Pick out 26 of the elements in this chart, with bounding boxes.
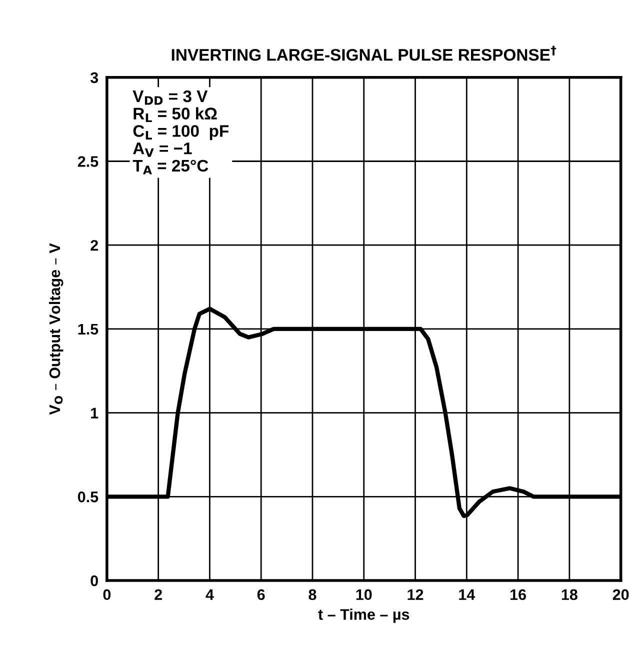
x-axis-title: t – Time – µs: [318, 608, 410, 623]
x-tick-label: 0: [103, 589, 111, 600]
x-tick-label: 20: [612, 589, 629, 600]
annotation: C$_{L}$ = 100 pF: [133, 125, 229, 140]
y-tick-label: 2.5: [78, 156, 98, 167]
x-tick-label: 4: [206, 589, 214, 600]
y-axis-title: V$_{O}$ – Output Voltage – V: [48, 243, 64, 415]
y-tick-label: 0.5: [78, 492, 98, 502]
x-tick-label: 14: [459, 589, 476, 600]
annotation: T$_{A}$ = 25°C: [132, 160, 208, 174]
y-tick-label: 1: [91, 408, 98, 418]
annotation: R$_{L}$ = 50 kΩ: [134, 107, 217, 122]
chart-title: INVERTING LARGE-SIGNAL PULSE RESPONSE$^{†}$: [172, 46, 556, 61]
x-tick-label: 6: [257, 589, 265, 600]
x-tick-label: 16: [510, 589, 526, 600]
x-tick-label: 18: [562, 589, 578, 600]
annotation: A$_{V}$ = −1: [133, 142, 192, 157]
y-tick-label: 1.5: [78, 324, 98, 335]
y-tick-label: 2: [90, 240, 98, 251]
annotation: V$_{DD}$ = 3 V: [132, 90, 208, 105]
x-tick-label: 12: [408, 589, 424, 600]
y-tick-label: 0: [90, 575, 98, 586]
y-tick-label: 3: [90, 72, 98, 84]
x-tick-label: 10: [356, 589, 372, 600]
x-tick-label: 2: [154, 589, 162, 600]
x-tick-label: 8: [308, 589, 316, 600]
